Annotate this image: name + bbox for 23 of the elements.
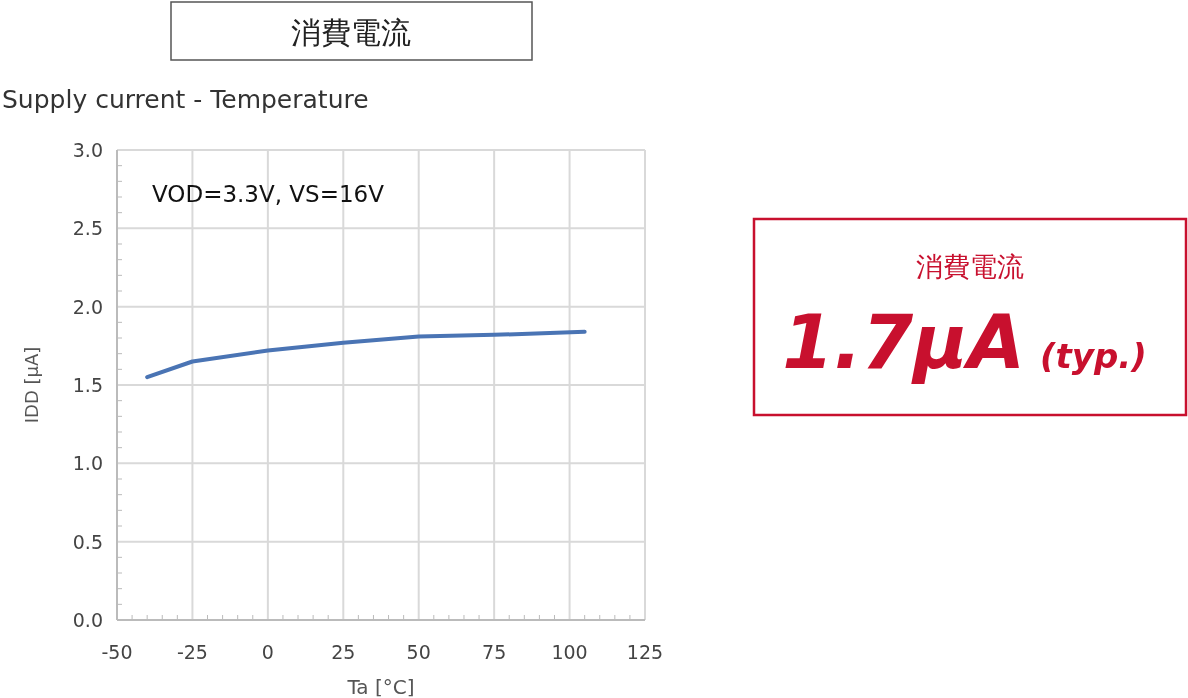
annotation: VOD=3.3V, VS=16V [152,181,385,207]
text: 消費電流 [291,15,411,50]
y-tick-label: 1.5 [72,374,103,396]
chart-title: Supply current - Temperature [2,85,369,114]
x-tick-label: -25 [176,641,208,663]
text: 1.7μA (typ.) [782,299,1147,385]
x-tick-label: 0 [261,641,274,663]
x-tick-label: 50 [406,641,431,663]
x-axis-title: Ta [°C] [346,675,415,698]
x-tick-label: 125 [626,641,664,663]
x-tick-label: 75 [482,641,507,663]
line-series [145,329,587,380]
x-tick-label: -50 [101,641,133,663]
y-axis-title: IDD [μA] [21,346,42,424]
y-tick-label: 2.0 [72,295,103,318]
y-tick-label: 0.0 [72,609,103,631]
y-tick-label: 3.0 [72,139,103,161]
text: 消費電流 [916,251,1024,282]
x-tick-label: 25 [331,641,356,663]
x-tick-label: 100 [551,641,588,663]
y-tick-label: 0.5 [72,530,103,553]
y-tick-label: 1.0 [72,452,103,475]
y-tick-label: 2.5 [72,217,103,240]
